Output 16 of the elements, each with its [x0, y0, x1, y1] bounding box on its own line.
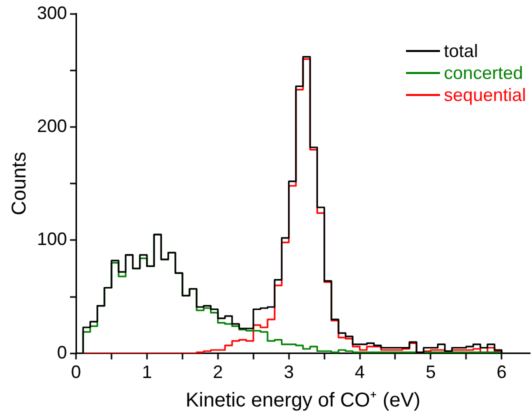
x-tick-label: 0 — [71, 362, 82, 382]
x-tick-label: 3 — [284, 362, 294, 382]
x-tick-label: 1 — [142, 362, 152, 382]
x-tick-label: 6 — [496, 362, 507, 382]
legend-label: total — [444, 40, 478, 62]
x-tick-label: 5 — [426, 362, 436, 382]
y-axis-title: Counts — [8, 152, 31, 216]
y-tick-label: 100 — [36, 229, 68, 250]
x-axis-title: Kinetic energy of CO⁺ (eV) — [186, 390, 420, 412]
legend-label: sequential — [444, 84, 526, 106]
y-tick-label: 0 — [57, 342, 68, 362]
legend-label: concerted — [444, 62, 523, 84]
y-tick-label: 300 — [36, 2, 68, 23]
x-tick-label: 2 — [212, 362, 223, 382]
y-tick-label: 200 — [36, 116, 68, 136]
x-tick-label: 4 — [354, 362, 365, 382]
